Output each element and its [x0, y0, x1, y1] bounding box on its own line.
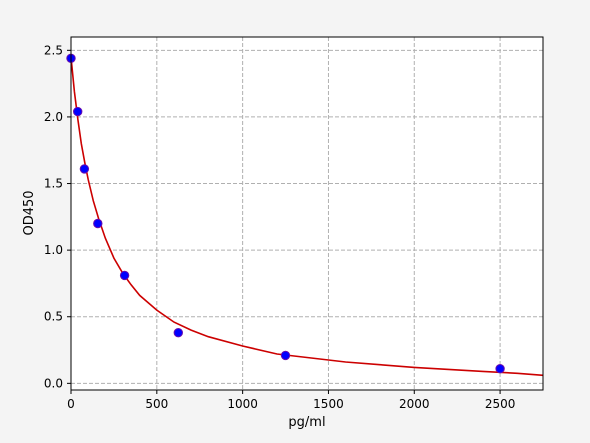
- x-tick-label: 2500: [485, 397, 516, 411]
- y-tick-label: 2.5: [44, 43, 63, 57]
- y-tick-label: 0.5: [44, 310, 63, 324]
- y-tick-label: 1.5: [44, 177, 63, 191]
- x-tick-label: 500: [145, 397, 168, 411]
- y-axis-label: OD450: [22, 190, 37, 235]
- data-point: [93, 218, 103, 229]
- data-point: [119, 270, 130, 281]
- plot-area: [71, 37, 543, 390]
- data-point: [79, 164, 90, 174]
- x-tick-label: 1000: [227, 397, 258, 411]
- x-axis-ticks: 0 500 1000 1500 2000 2500: [67, 390, 515, 411]
- x-tick-label: 2000: [399, 397, 430, 411]
- plot-frame: [70, 36, 544, 391]
- y-axis-ticks: 0.0 0.5 1.0 1.5 2.0 2.5: [44, 43, 71, 390]
- data-point: [495, 364, 505, 374]
- x-tick-label: 0: [67, 397, 75, 411]
- x-axis-label: pg/ml: [288, 415, 325, 430]
- data-points-layer: [66, 53, 505, 374]
- data-point: [73, 106, 83, 117]
- data-point: [173, 328, 184, 338]
- x-tick-label: 1500: [313, 397, 344, 411]
- y-tick-label: 2.0: [44, 110, 63, 124]
- grid: [70, 37, 543, 390]
- y-tick-label: 1.0: [44, 243, 63, 257]
- data-point: [280, 350, 291, 361]
- y-tick-label: 0.0: [44, 376, 63, 390]
